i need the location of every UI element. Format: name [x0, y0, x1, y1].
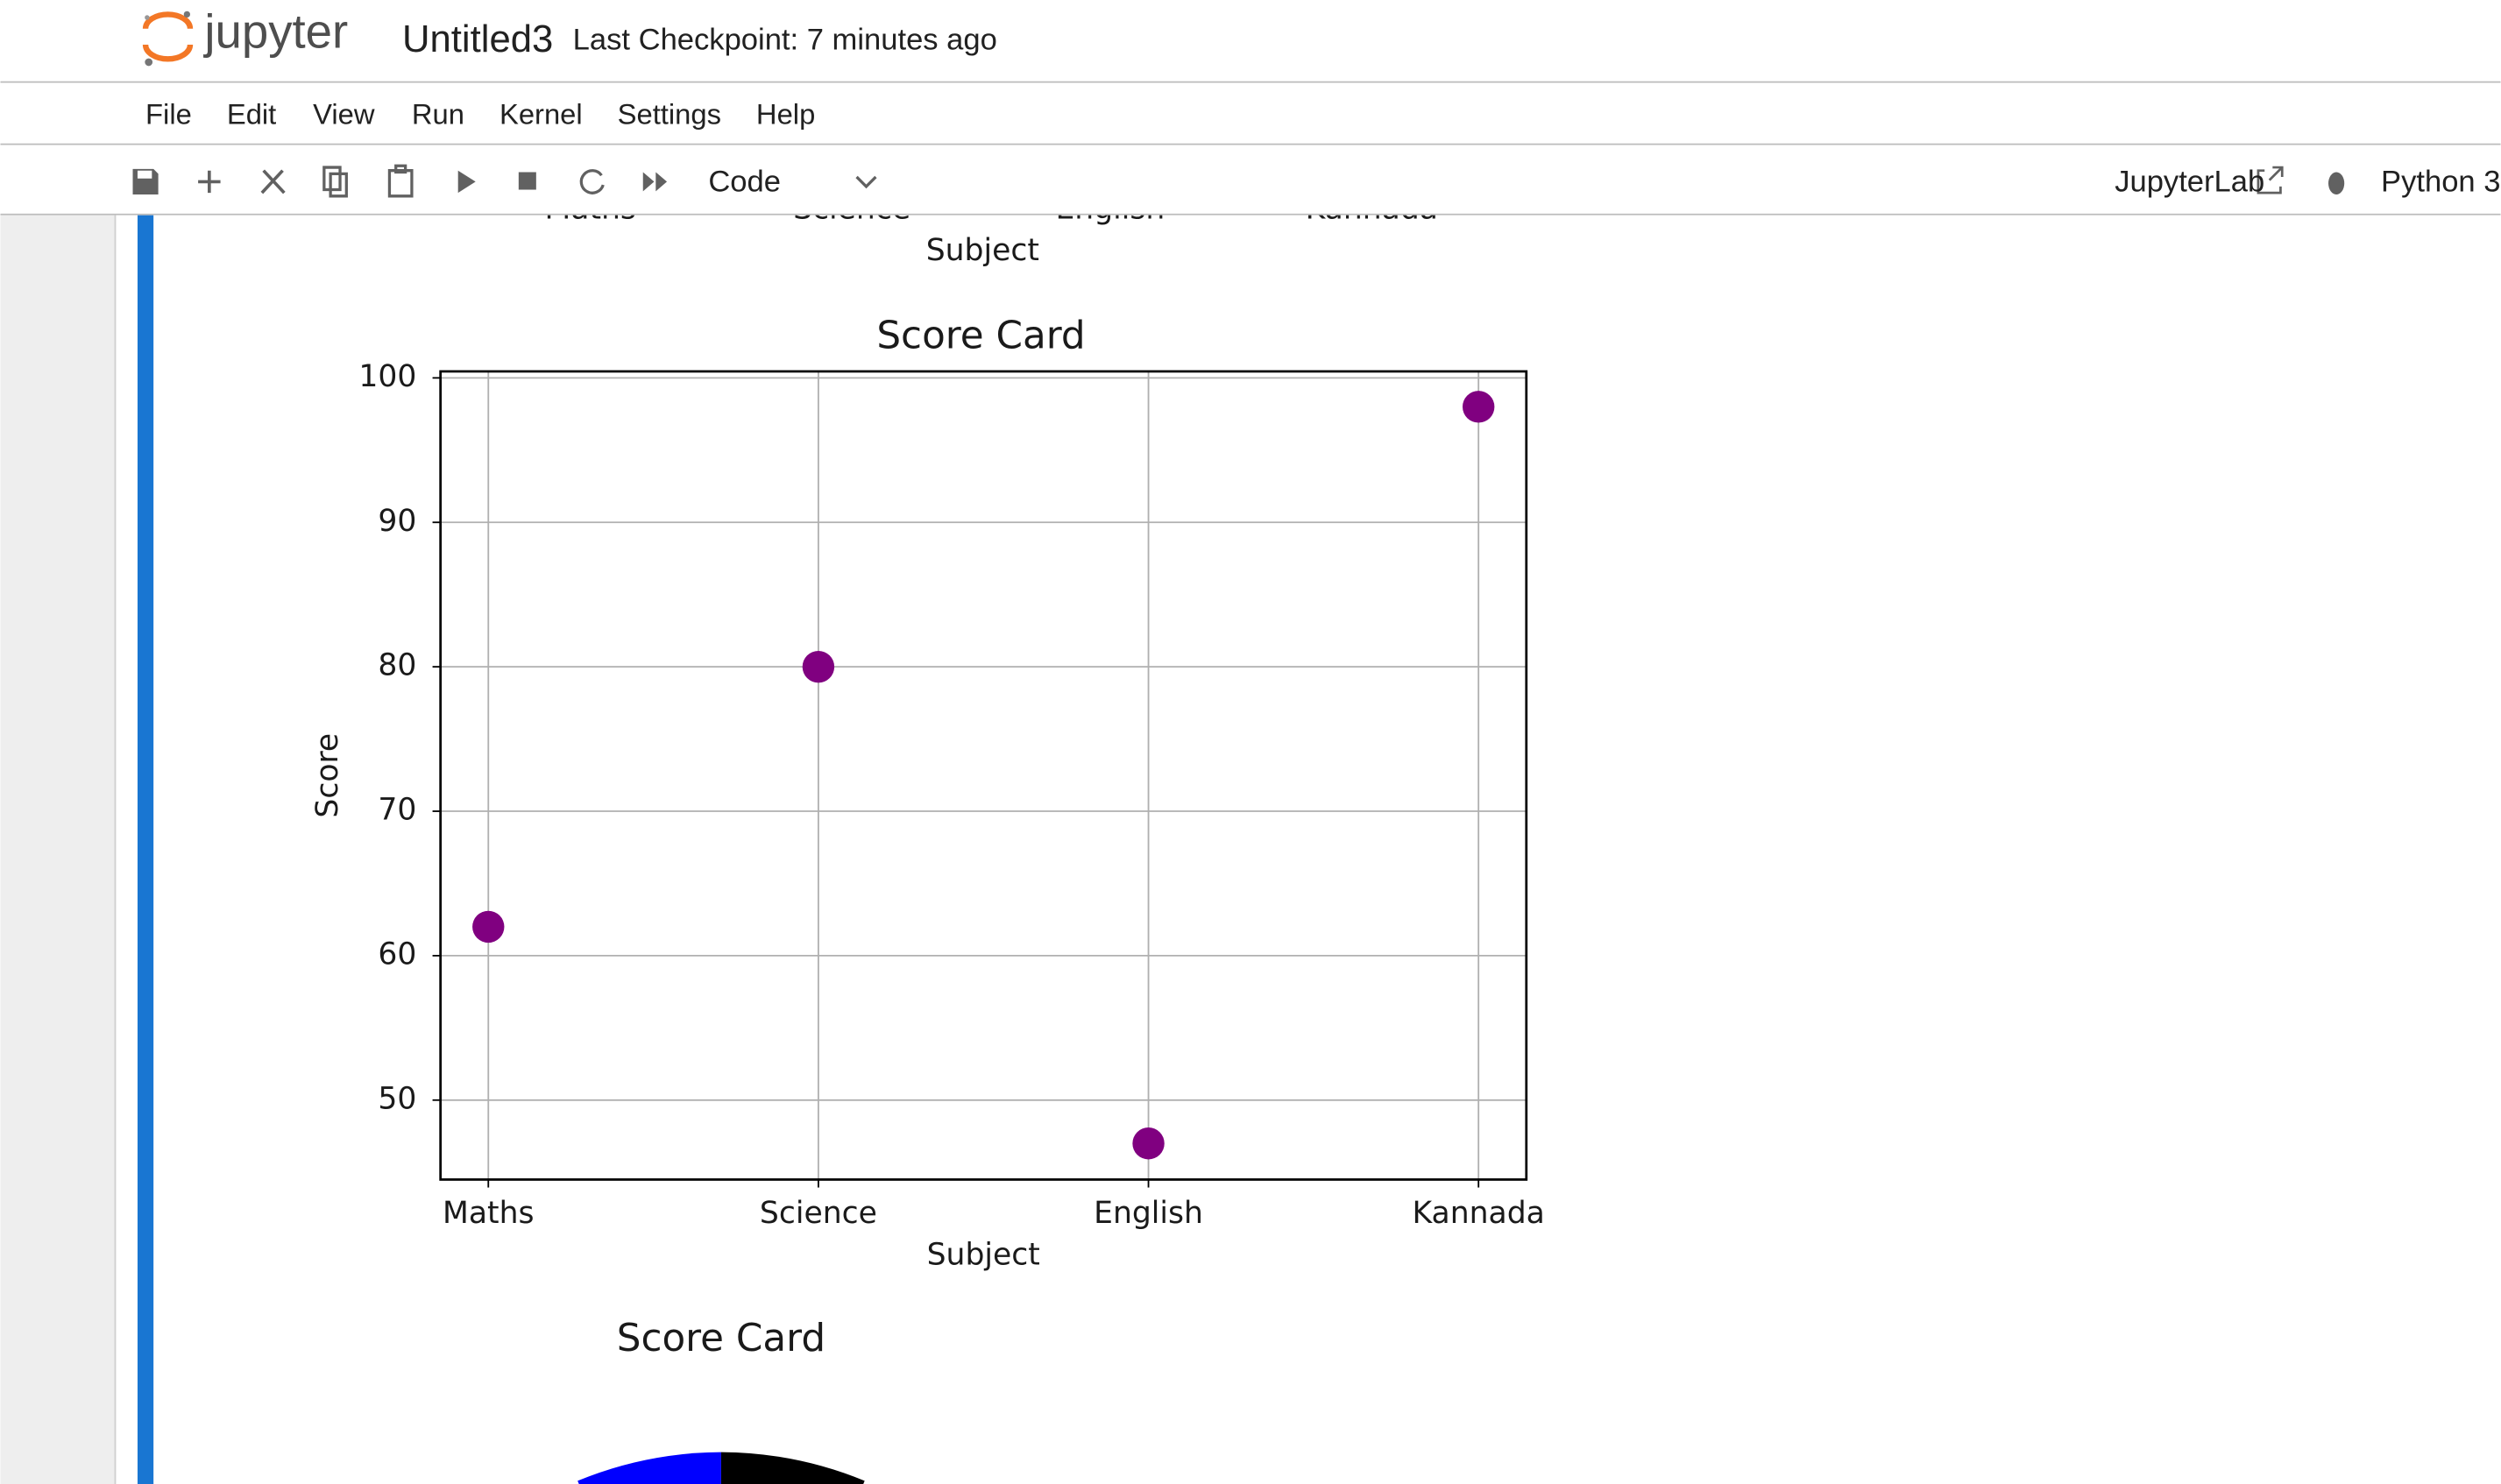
top-bar: [0, 0, 2501, 81]
x-tick-label: Science: [760, 1196, 877, 1231]
y-axis-label: Score: [310, 733, 345, 818]
toolbar-icons: [132, 164, 2345, 198]
y-tick-label: 70: [378, 793, 416, 828]
menu-item[interactable]: Help: [756, 97, 815, 130]
jupyter-logo[interactable]: [142, 11, 194, 67]
x-tick-label: English: [1094, 1196, 1203, 1231]
y-tick-label: 100: [358, 359, 416, 394]
cell-indicator[interactable]: [137, 215, 154, 1484]
save-button[interactable]: [132, 168, 159, 194]
y-tick-label: 80: [378, 648, 416, 683]
chart-title: Score Card: [876, 314, 1085, 358]
cut-button[interactable]: [260, 169, 286, 194]
insert-button[interactable]: [198, 170, 221, 194]
open-in-jupyterlab[interactable]: JupyterLab: [2115, 165, 2264, 198]
menu-item[interactable]: View: [313, 97, 375, 130]
y-tick-label: 60: [378, 936, 416, 972]
chart-title: Score Card: [617, 1316, 825, 1360]
notebook-name[interactable]: Untitled3: [402, 18, 553, 60]
pie-visible-part: [577, 1452, 865, 1484]
x-tick-label: Maths: [544, 192, 635, 227]
checkpoint: Last Checkpoint: 7 minutes ago: [573, 23, 997, 56]
pie-slice: [720, 1452, 865, 1484]
x-tick-label: English: [1055, 192, 1165, 227]
run-button[interactable]: [457, 170, 476, 194]
menu-item[interactable]: Edit: [227, 97, 276, 130]
x-tick-label: Kannada: [1306, 192, 1438, 227]
cell-type-chevron[interactable]: [855, 175, 877, 189]
plot-frame: [439, 370, 1528, 1181]
scatter-point: [1463, 391, 1495, 423]
y-tick-label: 90: [378, 504, 416, 539]
x-tick-label: Science: [793, 192, 910, 227]
x-tick-label: Maths: [443, 1196, 534, 1231]
external-link-icon[interactable]: [2257, 166, 2284, 194]
pie-slice: [577, 1452, 721, 1484]
stop-button[interactable]: [518, 172, 536, 190]
toolbar: [0, 145, 2501, 214]
y-tick-label: 50: [378, 1081, 416, 1116]
kernel-name[interactable]: Python 3: [2381, 165, 2500, 198]
x-axis-label: Subject: [927, 1237, 1040, 1272]
menu-item[interactable]: File: [145, 97, 192, 130]
cell-output: Maths Science English Kannada Subject Score C…: [310, 192, 1545, 1361]
debugger-icon[interactable]: [2328, 172, 2345, 194]
scatter-point: [472, 910, 505, 943]
x-axis-label: Subject: [926, 233, 1039, 268]
menu-item[interactable]: Kernel: [499, 97, 583, 130]
scatter-point: [1132, 1127, 1165, 1160]
paste-button[interactable]: [387, 164, 414, 198]
cell-type-select[interactable]: Code: [708, 165, 781, 198]
app-name: jupyter: [202, 4, 348, 58]
sidebar: [0, 215, 116, 1484]
scatter-point: [802, 650, 835, 683]
menu-bar: [0, 82, 2501, 144]
restart-run-button[interactable]: [642, 172, 668, 192]
menu-item[interactable]: Run: [412, 97, 464, 130]
restart-button[interactable]: [579, 169, 605, 194]
menu-item[interactable]: Settings: [618, 97, 721, 130]
copy-button[interactable]: [322, 166, 348, 198]
x-tick-label: Kannada: [1413, 1196, 1545, 1231]
